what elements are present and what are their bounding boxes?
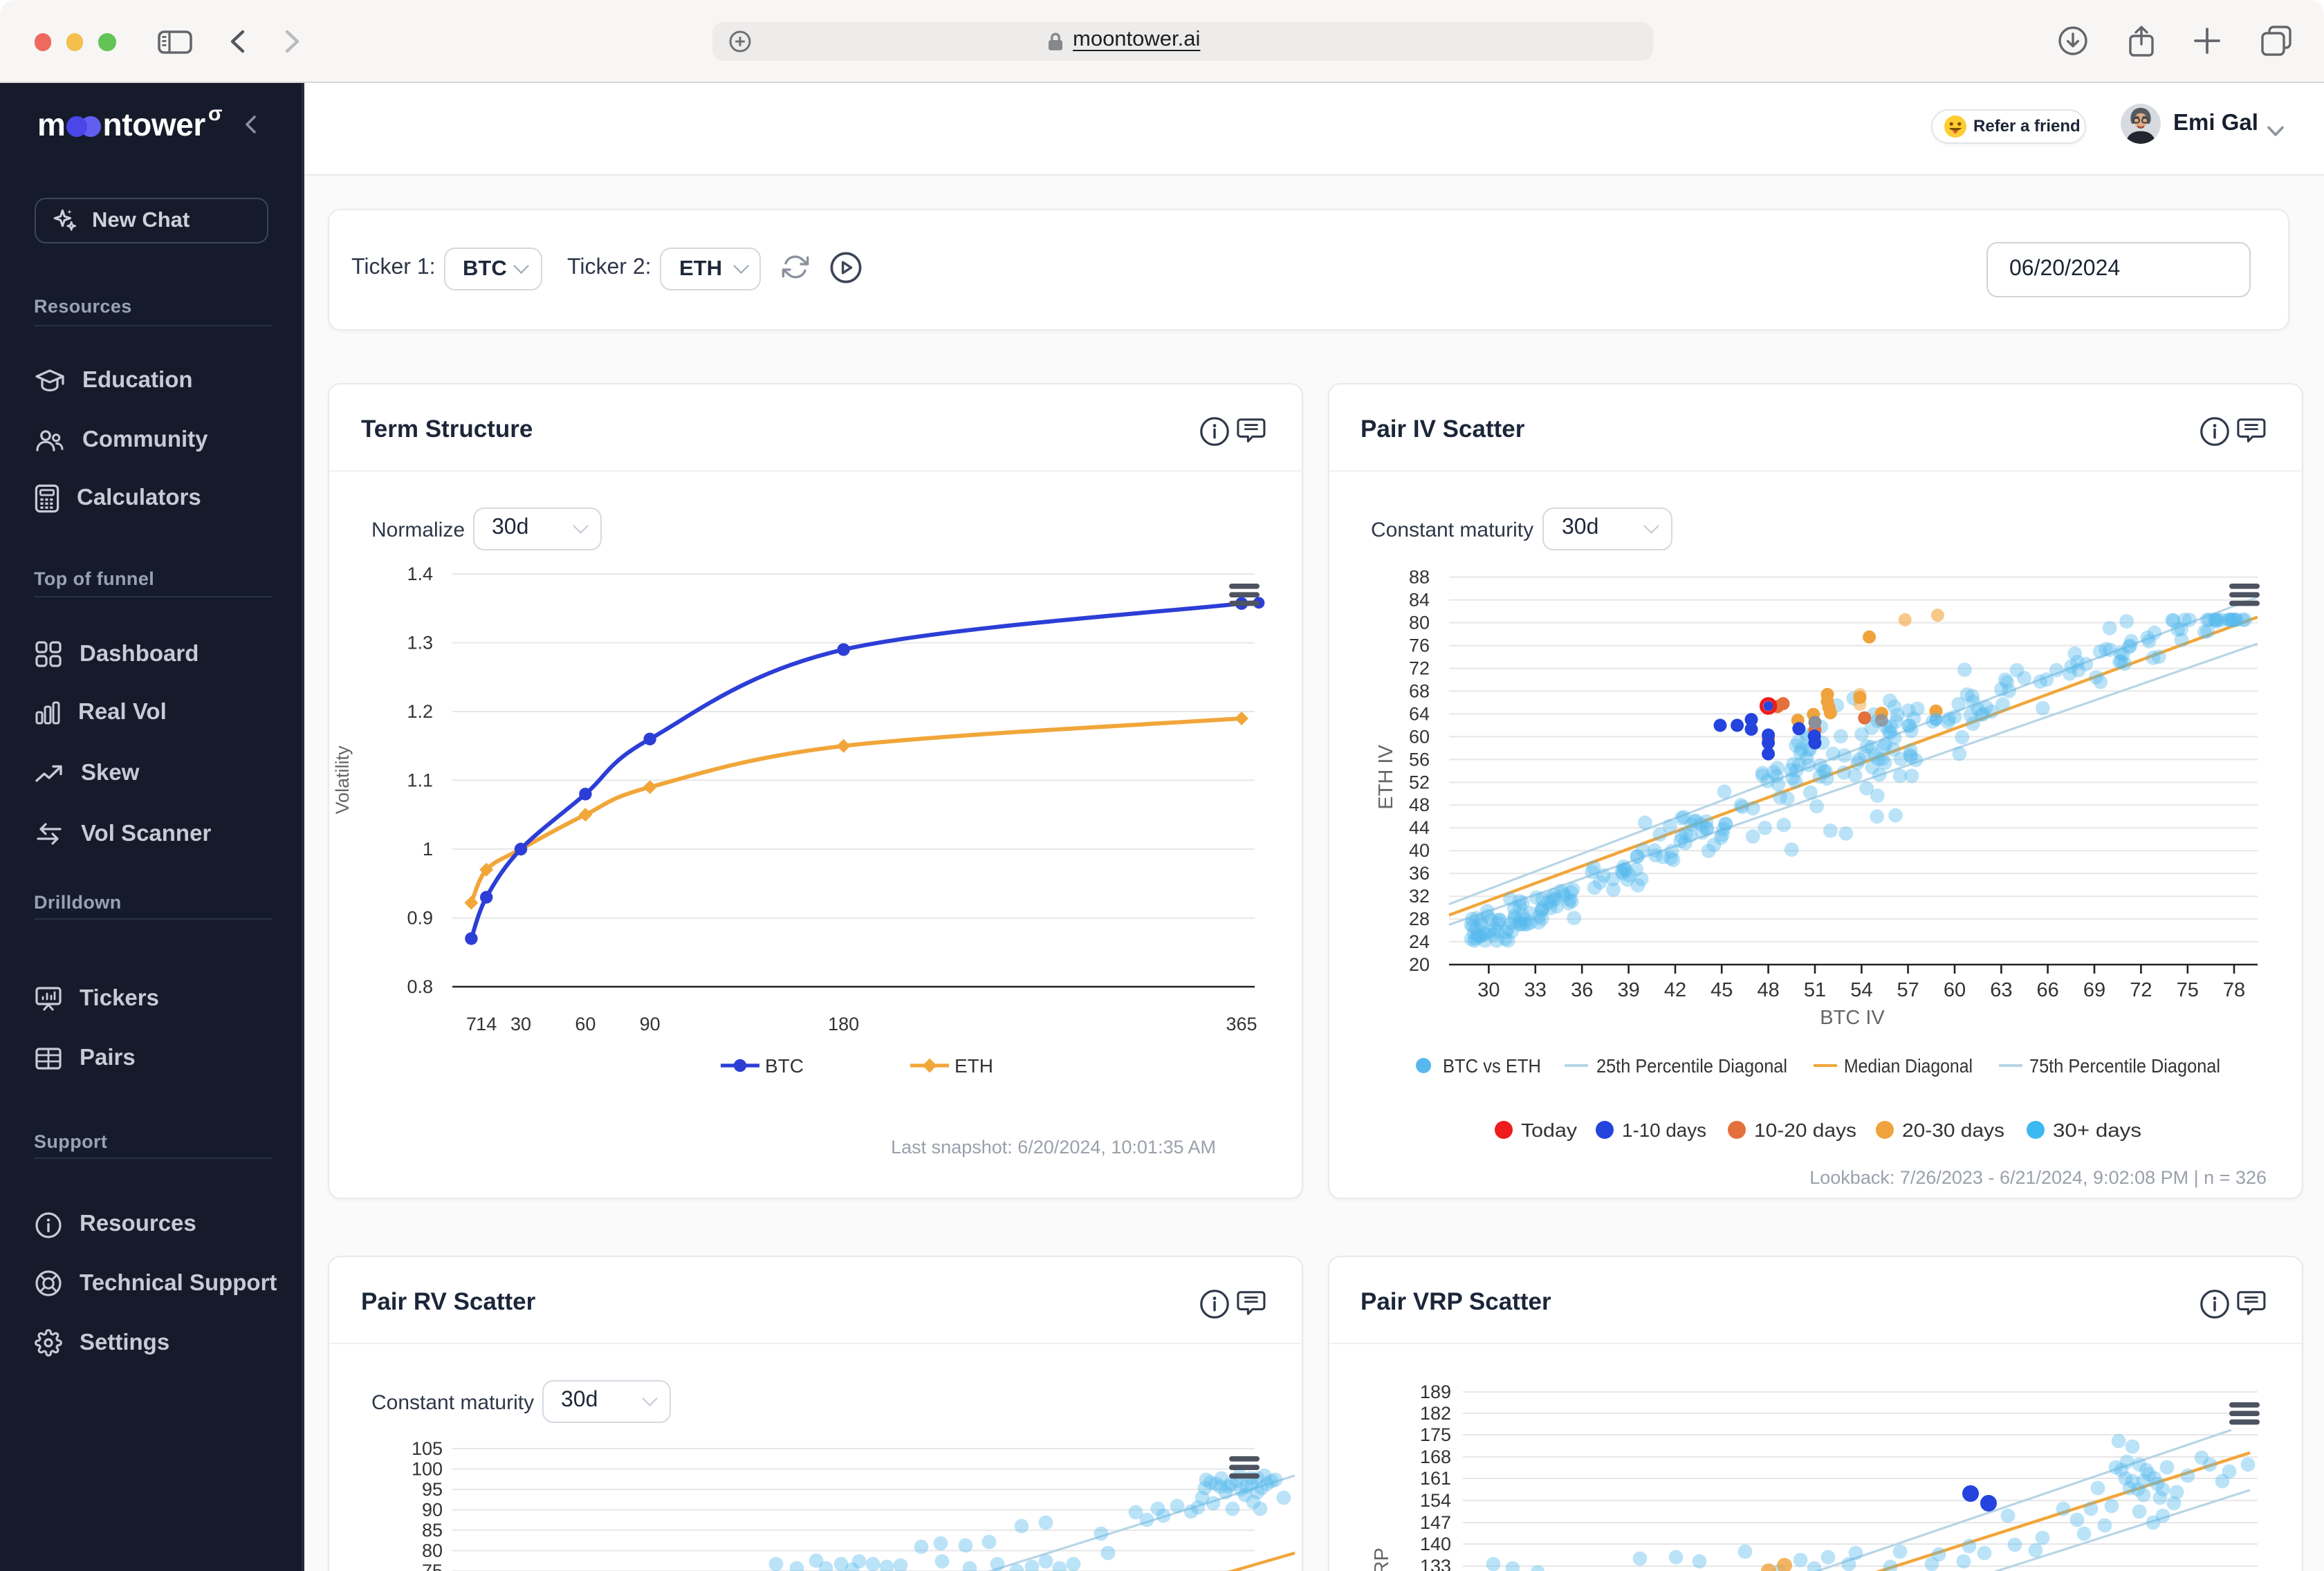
svg-text:30: 30 xyxy=(510,1014,531,1034)
svg-text:33: 33 xyxy=(1524,979,1546,1001)
svg-text:Today: Today xyxy=(1520,1119,1576,1141)
svg-text:1-10 days: 1-10 days xyxy=(1621,1119,1706,1141)
svg-text:ETH IV: ETH IV xyxy=(1374,745,1396,810)
svg-text:76: 76 xyxy=(1408,635,1429,656)
svg-text:Last snapshot: 6/20/2024, 10:0: Last snapshot: 6/20/2024, 10:01:35 AM xyxy=(891,1137,1216,1158)
svg-text:1.1: 1.1 xyxy=(407,770,433,791)
svg-text:90: 90 xyxy=(640,1014,661,1034)
svg-text:1: 1 xyxy=(423,839,433,859)
svg-text:154: 154 xyxy=(1419,1490,1450,1511)
svg-text:24: 24 xyxy=(1408,931,1429,952)
svg-text:88: 88 xyxy=(1408,567,1429,588)
svg-text:68: 68 xyxy=(1408,680,1429,701)
svg-text:60: 60 xyxy=(1408,726,1429,747)
svg-text:BTC IV: BTC IV xyxy=(1819,1007,1884,1029)
svg-text:Volatility: Volatility xyxy=(332,745,353,815)
svg-text:64: 64 xyxy=(1408,703,1429,724)
svg-text:60: 60 xyxy=(575,1014,596,1034)
svg-text:75: 75 xyxy=(422,1561,443,1571)
svg-text:85: 85 xyxy=(422,1520,443,1541)
svg-text:20: 20 xyxy=(1408,954,1429,975)
svg-text:0.9: 0.9 xyxy=(407,907,433,928)
svg-text:36: 36 xyxy=(1570,979,1592,1001)
svg-text:45: 45 xyxy=(1710,979,1732,1001)
svg-text:57: 57 xyxy=(1896,979,1918,1001)
svg-text:180: 180 xyxy=(828,1014,859,1034)
svg-text:14: 14 xyxy=(476,1014,497,1034)
svg-text:161: 161 xyxy=(1419,1468,1450,1489)
svg-text:365: 365 xyxy=(1226,1014,1257,1034)
svg-text:60: 60 xyxy=(1943,979,1965,1001)
svg-text:ETH: ETH xyxy=(954,1055,993,1077)
svg-text:80: 80 xyxy=(1408,613,1429,633)
svg-text:VRP: VRP xyxy=(1370,1547,1392,1571)
svg-text:32: 32 xyxy=(1408,886,1429,907)
svg-text:72: 72 xyxy=(1408,658,1429,679)
svg-text:100: 100 xyxy=(412,1459,443,1480)
svg-text:36: 36 xyxy=(1408,863,1429,884)
svg-text:175: 175 xyxy=(1419,1424,1450,1445)
svg-text:0.8: 0.8 xyxy=(407,976,433,997)
svg-text:1.3: 1.3 xyxy=(407,632,433,653)
svg-text:25th Percentile Diagonal: 25th Percentile Diagonal xyxy=(1596,1055,1787,1077)
svg-text:182: 182 xyxy=(1419,1403,1450,1424)
svg-text:140: 140 xyxy=(1419,1534,1450,1554)
svg-text:90: 90 xyxy=(422,1500,443,1521)
svg-text:168: 168 xyxy=(1419,1447,1450,1467)
svg-text:54: 54 xyxy=(1850,979,1872,1001)
svg-text:72: 72 xyxy=(2129,979,2151,1001)
svg-text:52: 52 xyxy=(1408,772,1429,792)
svg-text:Median Diagonal: Median Diagonal xyxy=(1843,1055,1972,1077)
svg-text:42: 42 xyxy=(1663,979,1686,1001)
svg-text:1.4: 1.4 xyxy=(407,564,433,584)
svg-text:63: 63 xyxy=(1989,979,2011,1001)
svg-text:30+ days: 30+ days xyxy=(2052,1119,2141,1141)
svg-text:28: 28 xyxy=(1408,909,1429,929)
svg-text:56: 56 xyxy=(1408,749,1429,770)
svg-text:BTC: BTC xyxy=(765,1055,804,1077)
svg-text:39: 39 xyxy=(1616,979,1639,1001)
svg-text:48: 48 xyxy=(1756,979,1778,1001)
svg-text:80: 80 xyxy=(422,1541,443,1561)
svg-text:30: 30 xyxy=(1477,979,1499,1001)
svg-text:75: 75 xyxy=(2176,979,2198,1001)
svg-text:105: 105 xyxy=(412,1438,443,1459)
svg-text:Lookback: 7/26/2023 - 6/21/202: Lookback: 7/26/2023 - 6/21/2024, 9:02:08… xyxy=(1809,1167,2266,1188)
svg-text:51: 51 xyxy=(1803,979,1825,1001)
svg-text:84: 84 xyxy=(1408,590,1429,611)
svg-text:189: 189 xyxy=(1419,1382,1450,1402)
svg-text:78: 78 xyxy=(2222,979,2244,1001)
svg-text:40: 40 xyxy=(1408,840,1429,861)
svg-text:66: 66 xyxy=(2036,979,2058,1001)
svg-text:48: 48 xyxy=(1408,794,1429,815)
svg-text:BTC vs ETH: BTC vs ETH xyxy=(1442,1055,1540,1077)
svg-text:44: 44 xyxy=(1408,817,1429,838)
svg-text:10-20 days: 10-20 days xyxy=(1753,1119,1856,1141)
svg-text:1.2: 1.2 xyxy=(407,701,433,722)
svg-text:95: 95 xyxy=(422,1479,443,1500)
svg-text:20-30 days: 20-30 days xyxy=(1901,1119,2004,1141)
svg-text:7: 7 xyxy=(466,1014,477,1034)
svg-text:133: 133 xyxy=(1419,1556,1450,1571)
svg-text:69: 69 xyxy=(2083,979,2105,1001)
svg-text:75th Percentile Diagonal: 75th Percentile Diagonal xyxy=(2029,1055,2220,1077)
svg-text:147: 147 xyxy=(1419,1512,1450,1533)
